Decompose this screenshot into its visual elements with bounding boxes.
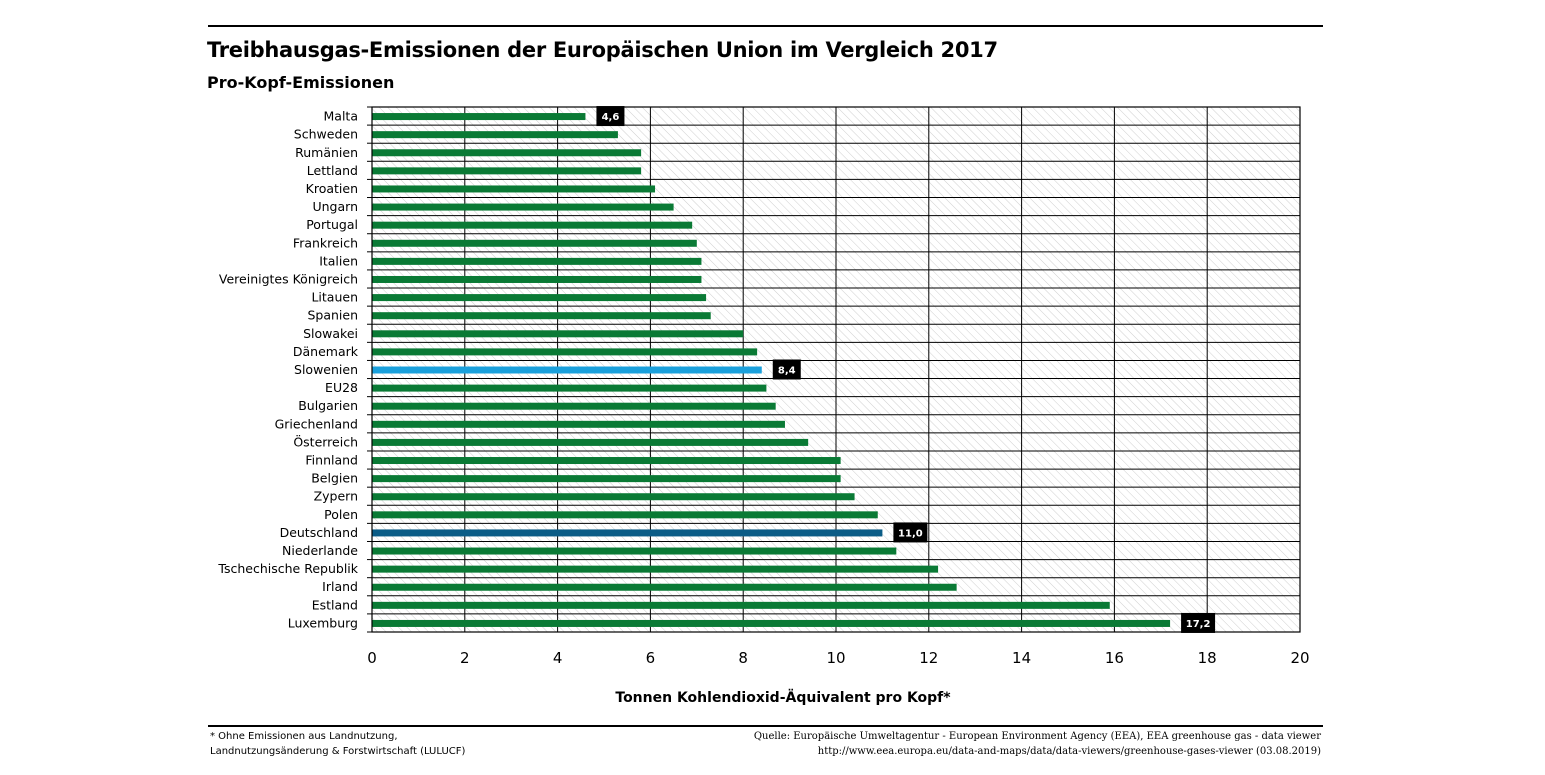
x-tick-label: 4 — [553, 649, 563, 667]
bar — [372, 547, 897, 555]
x-tick-label: 12 — [919, 649, 938, 667]
data-label-box — [893, 522, 928, 543]
bar — [372, 438, 809, 446]
category-label: Zypern — [314, 489, 358, 504]
bar — [372, 366, 762, 374]
bar — [372, 312, 711, 320]
bar — [372, 113, 586, 121]
footnote: * Ohne Emissionen aus Landnutzung, Landn… — [210, 729, 540, 759]
category-label: Irland — [322, 579, 358, 594]
bar — [372, 384, 767, 392]
category-label: Estland — [312, 597, 358, 612]
bottom-rule — [208, 725, 1323, 727]
category-label: Rumänien — [295, 145, 358, 160]
bar — [372, 203, 674, 211]
bar — [372, 221, 693, 229]
x-tick-labels: 0 2 4 6 8 10 12 14 16 18 20 — [367, 649, 1309, 667]
x-tick-label: 20 — [1290, 649, 1309, 667]
plot-frame — [371, 106, 1301, 633]
category-label: Luxemburg — [288, 615, 358, 630]
category-label: Portugal — [306, 217, 358, 232]
category-label: Vereinigtes Königreich — [219, 271, 358, 286]
category-label: Slowakei — [303, 326, 358, 341]
source-line-2: http://www.eea.europa.eu/data-and-maps/d… — [817, 746, 1321, 757]
bar — [372, 257, 702, 265]
category-label: Griechenland — [275, 416, 358, 431]
category-label: Dänemark — [293, 344, 359, 359]
category-label: Lettland — [307, 163, 358, 178]
bar — [372, 619, 1171, 627]
bar — [372, 275, 702, 283]
bar — [372, 348, 758, 356]
bar — [372, 493, 855, 501]
category-label: Niederlande — [282, 543, 358, 558]
category-label: Schweden — [294, 127, 358, 142]
x-axis-title: Tonnen Kohlendioxid-Äquivalent pro Kopf* — [615, 689, 951, 706]
x-tick-label: 6 — [646, 649, 656, 667]
category-label: Belgien — [311, 471, 358, 486]
category-label: Malta — [324, 109, 358, 124]
x-tick-label: 16 — [1105, 649, 1124, 667]
category-label: Österreich — [293, 433, 358, 449]
bar — [372, 239, 697, 247]
bar — [372, 149, 642, 157]
bar — [372, 294, 707, 302]
top-rule — [208, 25, 1323, 27]
category-label: Italien — [319, 253, 358, 268]
bar — [372, 420, 785, 428]
data-label: 4,6 — [602, 112, 620, 123]
chart-subtitle: Pro-Kopf-Emissionen — [207, 73, 395, 92]
bar — [372, 457, 841, 465]
x-tick-label: 0 — [367, 649, 377, 667]
data-labels: 4,6 8,4 11,0 17,2 — [596, 106, 1216, 633]
bar — [372, 131, 618, 139]
category-label: Ungarn — [312, 199, 358, 214]
category-labels: Malta Schweden Rumänien Lettland Kroatien Ung… — [217, 109, 358, 631]
x-tick-label: 14 — [1012, 649, 1031, 667]
category-label: Finnland — [305, 453, 358, 468]
category-label: Deutschland — [280, 525, 358, 540]
category-label: Bulgarien — [298, 398, 358, 413]
footnote-line-2: Landnutzungsänderung & Forstwirtschaft (… — [210, 746, 466, 757]
chart-title: Treibhausgas-Emissionen der Europäischen… — [207, 38, 998, 62]
data-label: 11,0 — [898, 528, 923, 539]
source-note: Quelle: Europäische Umweltagentur - Euro… — [754, 729, 1321, 759]
x-tick-label: 10 — [826, 649, 845, 667]
bars — [372, 113, 1171, 627]
data-label-box — [596, 106, 625, 127]
category-label: Kroatien — [306, 181, 358, 196]
bar — [372, 565, 939, 573]
bar — [372, 601, 1110, 609]
source-line-1: Quelle: Europäische Umweltagentur - Euro… — [753, 731, 1321, 742]
category-label: Spanien — [307, 308, 358, 323]
data-label-box — [1181, 612, 1216, 633]
footnote-line-1: * Ohne Emissionen aus Landnutzung, — [210, 731, 398, 742]
bar — [372, 185, 656, 193]
data-label-box — [772, 359, 801, 380]
bar — [372, 475, 841, 483]
category-label: Polen — [324, 507, 358, 522]
category-label: Litauen — [311, 290, 358, 305]
x-tick-label: 8 — [738, 649, 748, 667]
data-label: 17,2 — [1186, 619, 1211, 630]
data-label: 8,4 — [778, 366, 796, 377]
bar — [372, 529, 883, 537]
x-tick-label: 2 — [460, 649, 470, 667]
category-label: Frankreich — [293, 235, 358, 250]
x-tick-label: 18 — [1198, 649, 1217, 667]
category-label: Slowenien — [294, 362, 358, 377]
category-label: Tschechische Republik — [217, 561, 358, 576]
category-label: EU28 — [325, 380, 358, 395]
bar — [372, 511, 878, 519]
bar — [372, 583, 957, 591]
bar — [372, 402, 776, 410]
bar — [372, 330, 744, 338]
bar — [372, 167, 642, 175]
